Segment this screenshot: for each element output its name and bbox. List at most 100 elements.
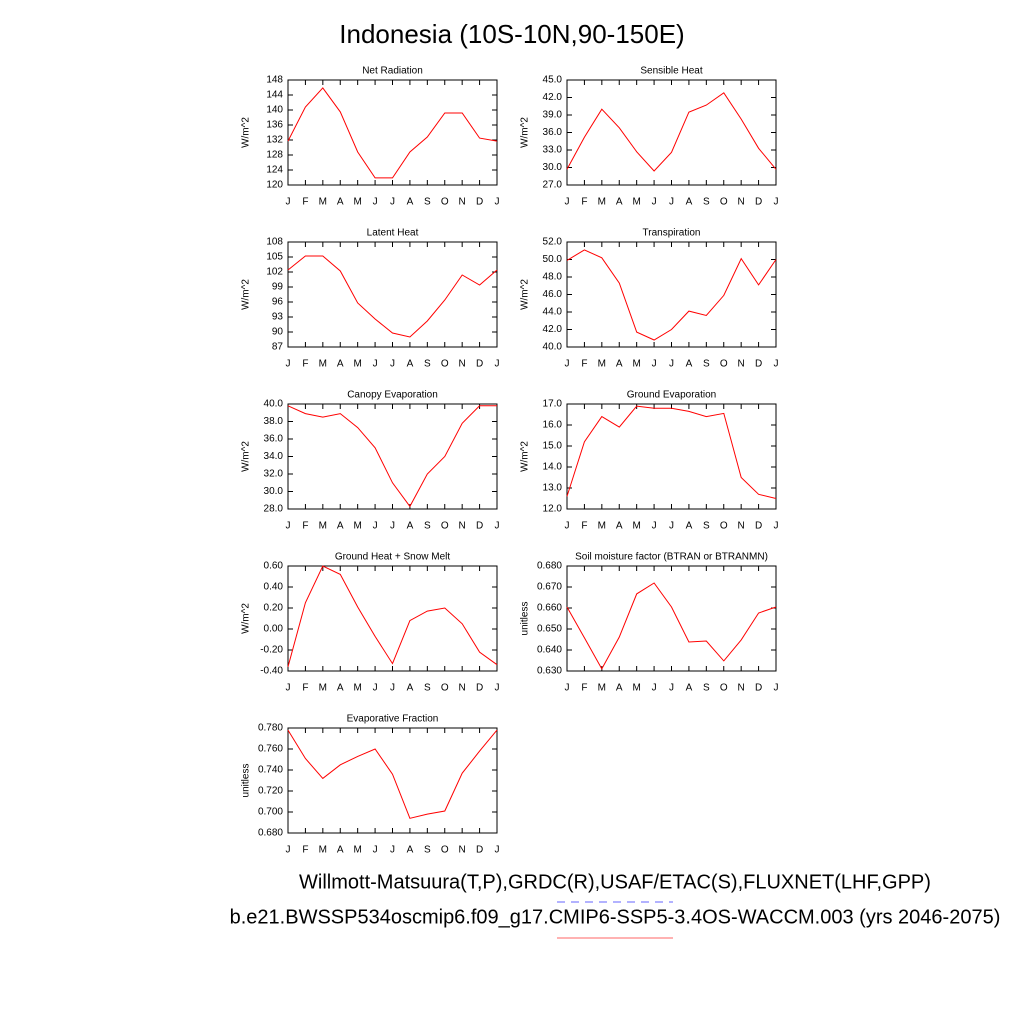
y-tick-label: 30.0 [264, 486, 284, 497]
x-tick-label: J [390, 197, 395, 208]
y-tick-label: 102 [266, 267, 283, 278]
x-tick-label: F [581, 359, 587, 370]
y-tick-label: 50.0 [543, 254, 563, 265]
y-tick-label: 15.0 [543, 441, 563, 452]
x-tick-label: J [652, 683, 657, 694]
y-axis-label: W/m^2 [241, 603, 252, 634]
y-tick-label: 39.0 [543, 110, 563, 121]
x-tick-label: J [373, 197, 378, 208]
x-tick-label: F [302, 359, 308, 370]
panel-title: Canopy Evaporation [347, 390, 438, 401]
y-tick-label: 87 [272, 342, 284, 353]
x-tick-label: J [565, 683, 570, 694]
x-tick-label: J [390, 359, 395, 370]
x-tick-label: J [669, 683, 674, 694]
x-tick-label: A [407, 359, 414, 370]
x-tick-label: A [407, 845, 414, 856]
x-tick-label: A [616, 683, 623, 694]
y-tick-label: 45.0 [543, 75, 563, 86]
x-tick-label: M [319, 521, 327, 532]
y-tick-label: 0.650 [537, 624, 562, 635]
x-tick-label: J [652, 359, 657, 370]
y-axis-label: W/m^2 [520, 441, 531, 472]
y-tick-label: 144 [266, 90, 283, 101]
y-tick-label: 13.0 [543, 483, 563, 494]
plot-frame [566, 79, 777, 186]
y-axis-label: unitless [241, 764, 252, 798]
x-tick-label: M [632, 683, 640, 694]
x-tick-label: M [319, 683, 327, 694]
data-line [287, 565, 498, 667]
plot-frame [566, 241, 777, 348]
y-tick-label: 27.0 [543, 180, 563, 191]
y-tick-label: -0.40 [260, 666, 283, 677]
data-line [287, 87, 498, 179]
x-tick-label: O [441, 521, 449, 532]
x-tick-label: M [598, 521, 606, 532]
x-tick-label: J [774, 521, 779, 532]
y-tick-label: 42.0 [543, 92, 563, 103]
y-tick-label: 148 [266, 75, 283, 86]
y-tick-label: 132 [266, 135, 283, 146]
panel-title: Soil moisture factor (BTRAN or BTRANMN) [575, 552, 768, 563]
data-line [566, 249, 777, 341]
x-tick-label: M [319, 197, 327, 208]
x-tick-label: S [703, 521, 710, 532]
y-tick-label: 0.20 [264, 603, 284, 614]
x-tick-label: J [286, 197, 291, 208]
x-tick-label: N [459, 683, 466, 694]
x-tick-label: J [774, 359, 779, 370]
y-axis-label: W/m^2 [241, 279, 252, 310]
data-line [566, 405, 777, 499]
y-tick-label: 12.0 [543, 504, 563, 515]
x-tick-label: S [424, 683, 431, 694]
x-tick-label: D [755, 683, 762, 694]
y-tick-label: 16.0 [543, 420, 563, 431]
data-line [287, 405, 497, 508]
x-tick-label: J [495, 845, 500, 856]
x-tick-label: J [373, 359, 378, 370]
y-tick-label: -0.20 [260, 645, 283, 656]
x-tick-label: J [495, 683, 500, 694]
x-tick-label: M [598, 359, 606, 370]
y-tick-label: 136 [266, 120, 283, 131]
plot-frame [287, 727, 498, 834]
y-tick-label: 0.60 [264, 561, 284, 572]
x-tick-label: O [441, 845, 449, 856]
x-tick-label: O [441, 197, 449, 208]
x-tick-label: J [774, 197, 779, 208]
x-tick-label: J [373, 683, 378, 694]
y-tick-label: 140 [266, 105, 283, 116]
x-tick-label: J [286, 521, 291, 532]
x-tick-label: J [652, 197, 657, 208]
y-tick-label: 0.40 [264, 582, 284, 593]
x-tick-label: S [703, 197, 710, 208]
x-tick-label: F [302, 845, 308, 856]
x-tick-label: M [319, 359, 327, 370]
panel-title: Latent Heat [367, 228, 419, 239]
y-tick-label: 124 [266, 165, 283, 176]
x-tick-label: M [353, 683, 361, 694]
y-tick-label: 52.0 [543, 237, 563, 248]
x-tick-label: A [686, 197, 693, 208]
panel-title: Transpiration [643, 228, 701, 239]
y-tick-label: 0.780 [258, 723, 283, 734]
y-tick-label: 0.660 [537, 603, 562, 614]
x-tick-label: J [669, 521, 674, 532]
x-tick-label: N [738, 521, 745, 532]
y-tick-label: 34.0 [264, 451, 284, 462]
x-tick-label: D [476, 197, 483, 208]
y-tick-label: 105 [266, 252, 283, 263]
x-tick-label: D [476, 683, 483, 694]
x-tick-label: F [581, 683, 587, 694]
data-line [287, 255, 498, 338]
x-tick-label: A [616, 359, 623, 370]
x-tick-label: S [424, 521, 431, 532]
x-tick-label: O [720, 197, 728, 208]
x-tick-label: D [755, 521, 762, 532]
plot-frame [566, 403, 777, 510]
x-tick-label: A [337, 359, 344, 370]
x-tick-label: N [459, 845, 466, 856]
y-tick-label: 0.00 [264, 624, 284, 635]
